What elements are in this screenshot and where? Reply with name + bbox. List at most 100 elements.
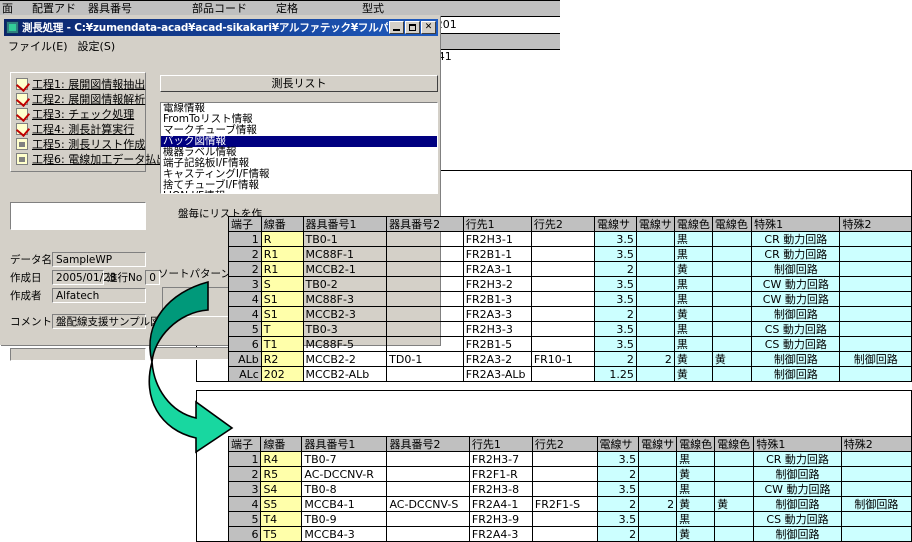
data-name-value[interactable]: SampleWP xyxy=(52,252,146,267)
cell-r0-c9 xyxy=(714,451,755,467)
cell-r6-c2: TB0-3 xyxy=(302,321,388,337)
cell-r5-c3 xyxy=(386,526,470,542)
cell-r3-c3: AC-DCCNV-S xyxy=(386,496,470,512)
cell-r1-c2: MC88F-1 xyxy=(302,246,388,262)
wire-table-2: 端子 線番 器具番号1 器具番号2 行先1 行先2 電線サ 電線サ 電線色 電線色 特殊1 特殊2 1 R… xyxy=(227,436,912,542)
cell-r7-c4: FR2B1-5 xyxy=(462,336,532,352)
list-item-1[interactable]: FromToリスト情報 xyxy=(163,113,253,125)
cell-r9-c5 xyxy=(530,366,596,382)
cell-r5-c3 xyxy=(386,306,464,322)
cell-r0-c7 xyxy=(635,231,675,247)
process-item-5[interactable]: 工程5: 測長リスト作成 xyxy=(11,136,145,151)
cell-r4-c2: TB0-9 xyxy=(301,511,388,527)
cell-r2-c6: 2 xyxy=(594,261,637,277)
cell-r2-c0: 2 xyxy=(228,261,262,277)
comment-label: コメント xyxy=(10,316,52,328)
serial-value[interactable]: 0 xyxy=(145,270,160,285)
cell-r1-c5 xyxy=(531,466,598,482)
cell-r0-c3 xyxy=(386,231,464,247)
cell-r3-c1: S5 xyxy=(260,496,303,512)
dh1-col-0: 面 xyxy=(0,0,30,17)
cell-r0-c2: TB0-1 xyxy=(302,231,388,247)
cell-r4-c8: 黒 xyxy=(676,511,716,527)
cell-r4-c11 xyxy=(839,291,912,307)
cell-r9-c0: ALc xyxy=(228,366,262,382)
process-item-6[interactable]: 工程6: 電線加工データ払出し xyxy=(11,151,178,166)
minimize-button[interactable] xyxy=(389,21,404,34)
process-item-2-label: 工程2: 展開図情報解析 xyxy=(32,92,146,106)
cell-r1-c1: R5 xyxy=(260,466,303,482)
table-row: 1 R TB0-1 FR2H3-1 3.5 黒 CR 動力回路 xyxy=(228,231,912,247)
author-value[interactable]: Alfatech xyxy=(52,288,146,303)
cell-r4-c9 xyxy=(714,511,755,527)
process-item-3-label: 工程3: チェック処理 xyxy=(32,107,135,121)
list-item-0[interactable]: 電線情報 xyxy=(163,102,205,114)
created-date-value[interactable]: 2005/01/23 xyxy=(52,270,117,285)
cell-r8-c3: TD0-1 xyxy=(386,351,464,367)
list-item-8[interactable]: LION I/F情報 xyxy=(161,191,437,194)
list-item-6[interactable]: キャスティングI/F情報 xyxy=(163,168,270,180)
cell-r1-c0: 2 xyxy=(227,466,262,482)
cell-r0-c4: FR2H3-7 xyxy=(468,451,533,467)
cell-r7-c7 xyxy=(635,336,675,352)
information-list[interactable]: 電線情報 FromToリスト情報 マークチューブ情報 バック図情報 機器ラベル情… xyxy=(160,102,438,194)
cell-r3-c8: 黄 xyxy=(676,496,716,512)
list-item-7[interactable]: 捨てチューブI/F情報 xyxy=(163,179,260,191)
cell-r9-c9 xyxy=(711,366,753,382)
cell-r4-c3 xyxy=(386,291,464,307)
process-item-1[interactable]: 工程1: 展開図情報抽出 xyxy=(11,76,145,91)
cell-r5-c7 xyxy=(638,526,678,542)
cell-r8-c7: 2 xyxy=(635,351,675,367)
column-header-7: 電線サ xyxy=(638,436,678,452)
cell-r5-c5 xyxy=(531,526,598,542)
cell-r4-c3 xyxy=(386,511,470,527)
cell-r7-c6: 3.5 xyxy=(594,336,637,352)
cell-r2-c2: TB0-8 xyxy=(301,481,388,497)
cell-r9-c11 xyxy=(839,366,912,382)
cell-r9-c1: 202 xyxy=(260,366,304,382)
menu-item-settings[interactable]: 設定(S) xyxy=(77,40,116,53)
cell-r8-c10: 制御回路 xyxy=(751,351,841,367)
cell-r1-c9 xyxy=(714,466,755,482)
column-header-4: 行先1 xyxy=(468,436,533,452)
cell-r6-c9 xyxy=(711,321,753,337)
green-flow-arrow xyxy=(148,280,234,454)
close-button[interactable]: ✕ xyxy=(421,21,436,34)
cell-r1-c6: 2 xyxy=(596,466,640,482)
process-item-5-label: 工程5: 測長リスト作成 xyxy=(32,137,146,151)
maximize-button[interactable] xyxy=(405,21,420,34)
list-item-4[interactable]: 機器ラベル情報 xyxy=(163,146,237,158)
cell-r4-c7 xyxy=(635,291,675,307)
process-item-4[interactable]: 工程4: 測長計算実行 xyxy=(11,121,145,136)
cell-r1-c10: 制御回路 xyxy=(753,466,842,482)
cell-r3-c7 xyxy=(635,276,675,292)
cell-r0-c6: 3.5 xyxy=(596,451,640,467)
list-item-5[interactable]: 端子記銘板I/F情報 xyxy=(163,157,250,169)
device-header-1-columns: 面 配置アド 器具番号 部品コード 定格 型式 xyxy=(0,0,560,17)
process-item-3[interactable]: 工程3: チェック処理 xyxy=(11,106,145,121)
cell-r1-c1: R1 xyxy=(260,246,304,262)
cell-r2-c2: MCCB2-1 xyxy=(302,261,388,277)
cell-r2-c8: 黒 xyxy=(676,481,716,497)
process-item-2[interactable]: 工程2: 展開図情報解析 xyxy=(11,91,145,106)
list-item-2[interactable]: マークチューブ情報 xyxy=(163,124,257,136)
comment-value[interactable]: 盤配線支援サンプル図 xyxy=(52,314,161,329)
list-item-3[interactable]: バック図情報 xyxy=(161,136,437,147)
menu-item-file[interactable]: ファイル(E) xyxy=(8,40,68,53)
table-row: ALb R2 MCCB2-2 TD0-1 FR2A3-2 FR10-1 2 2 黄黄制御回路 制御… xyxy=(228,351,912,367)
table-header-row: 端子 線番 器具番号1 器具番号2 行先1 行先2 電線サ 電線サ 電線色 電線色 特殊1 特殊2 xyxy=(228,216,912,232)
cell-r2-c10: 制御回路 xyxy=(751,261,841,277)
cell-r6-c11 xyxy=(839,321,912,337)
cell-r9-c4: FR2A3-ALb xyxy=(462,366,532,382)
column-header-5: 行先2 xyxy=(530,216,596,232)
cell-r4-c1: T4 xyxy=(260,511,303,527)
arrow-upper-curve xyxy=(149,280,209,363)
cell-r5-c2: MCCB2-3 xyxy=(302,306,388,322)
cell-r1-c8: 黒 xyxy=(673,246,713,262)
cell-r3-c4: FR2A4-1 xyxy=(468,496,533,512)
title-bar: 測長処理 - C:¥zumendata-acad¥acad-sikakari¥ア… xyxy=(4,19,438,36)
cell-r5-c4: FR2A4-3 xyxy=(468,526,533,542)
column-header-9: 電線色 xyxy=(711,216,753,232)
cell-r0-c5 xyxy=(530,231,596,247)
check-icon xyxy=(16,107,28,120)
